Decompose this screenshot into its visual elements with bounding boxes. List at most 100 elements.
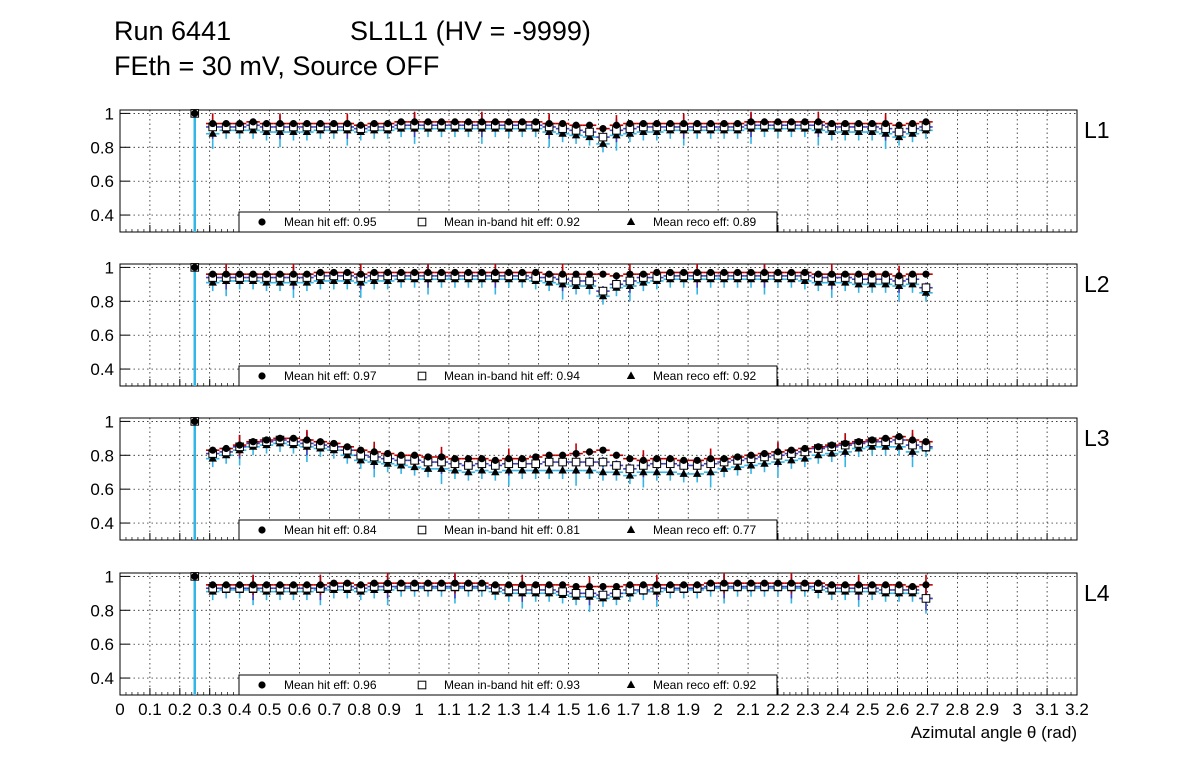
inband-marker (571, 276, 581, 286)
chamber-title: SL1L1 (HV = -9999) (350, 16, 591, 46)
hit-marker (545, 270, 553, 278)
hit-marker (747, 579, 755, 587)
hit-marker (343, 119, 351, 128)
hit-marker (814, 270, 822, 278)
hit-marker (370, 448, 378, 456)
hit-marker (532, 118, 540, 126)
x-tick-label: 1.5 (557, 700, 581, 719)
hit-marker (693, 119, 701, 128)
hit-marker (424, 268, 432, 277)
hit-marker (787, 579, 795, 587)
hit-marker (303, 119, 311, 128)
reco-marker (706, 467, 715, 476)
hit-marker (505, 581, 513, 589)
inband-marker (894, 127, 904, 137)
legend-hit-label: Mean hit eff: 0.96 (284, 678, 377, 692)
hit-marker (666, 119, 674, 128)
hit-marker (545, 581, 553, 589)
layer-label-l2: L2 (1084, 271, 1110, 297)
hit-marker (397, 118, 405, 126)
hit-marker (612, 582, 621, 591)
reco-marker (692, 469, 702, 477)
x-tick-label: 0.2 (168, 700, 192, 719)
reco-marker (612, 467, 621, 476)
hit-marker (303, 581, 311, 589)
hit-marker (585, 448, 594, 456)
x-tick-label: 0.1 (138, 700, 162, 719)
x-tick-label: 1.8 (646, 700, 670, 719)
x-tick-label: 0.7 (318, 700, 342, 719)
hit-marker (478, 268, 486, 277)
hit-marker (410, 268, 419, 277)
inband-marker (558, 457, 567, 467)
legend-inband-marker (417, 217, 427, 227)
hit-marker (236, 270, 244, 278)
hit-marker (585, 582, 594, 591)
inband-marker (571, 457, 581, 467)
x-tick-label: 1.6 (587, 700, 611, 719)
reco-marker (652, 467, 662, 476)
legend-box (238, 519, 778, 541)
hit-marker (707, 579, 715, 587)
hit-marker (518, 118, 526, 126)
legend-inband-marker (417, 525, 427, 535)
reco-marker (639, 467, 648, 476)
hit-marker (774, 268, 782, 277)
hit-marker (693, 268, 701, 277)
hit-marker (720, 579, 728, 587)
hit-marker (707, 268, 715, 277)
inband-marker (598, 286, 608, 296)
inband-marker (531, 459, 540, 469)
hit-marker (410, 451, 419, 459)
hit-marker (841, 270, 849, 278)
hit-marker (760, 268, 769, 277)
hit-marker (720, 268, 728, 277)
legend-reco-marker (626, 217, 636, 225)
y-tick-label: 1 (105, 412, 114, 431)
hit-marker (680, 456, 688, 464)
hit-marker (209, 270, 217, 278)
hit-marker (585, 121, 594, 129)
x-tick-label: 1.7 (617, 700, 641, 719)
hit-marker (828, 119, 836, 128)
reco-marker (908, 447, 917, 455)
hit-marker (841, 439, 849, 448)
hit-marker (666, 268, 674, 277)
hit-marker (343, 579, 351, 587)
hit-marker (505, 118, 513, 126)
hit-marker (262, 270, 271, 278)
inband-marker (585, 276, 594, 286)
first-point-hit-marker (191, 263, 199, 271)
reco-marker (800, 454, 810, 462)
hit-marker (262, 119, 271, 128)
hit-marker (451, 579, 459, 587)
hit-marker (276, 270, 284, 278)
hit-marker (882, 270, 890, 278)
hit-marker (922, 581, 930, 589)
hit-marker (330, 268, 338, 277)
hit-marker (464, 118, 473, 126)
reco-marker (518, 465, 527, 474)
hit-marker (666, 455, 674, 463)
hit-marker (612, 272, 621, 280)
hit-marker (236, 119, 244, 128)
hit-marker (787, 268, 795, 277)
first-point-hit-marker (191, 572, 199, 580)
hit-marker (760, 118, 769, 126)
y-tick-label: 1 (105, 258, 114, 277)
x-tick-label: 1.9 (676, 700, 700, 719)
hit-marker (801, 444, 809, 453)
hit-marker (424, 118, 432, 126)
x-tick-label: 2.8 (946, 700, 970, 719)
x-tick-label: 0.9 (377, 700, 401, 719)
panel-l1: 0.4 0.6 0.8 1 Mean hit eff: 0.95 Mean in-band… (90, 104, 1110, 233)
hit-marker (572, 582, 580, 591)
hit-marker (626, 270, 634, 278)
hit-marker (733, 119, 742, 128)
reco-marker (464, 467, 473, 476)
hit-marker (276, 119, 284, 128)
hit-marker (357, 270, 365, 278)
hit-marker (303, 436, 311, 444)
hit-marker (599, 270, 607, 278)
